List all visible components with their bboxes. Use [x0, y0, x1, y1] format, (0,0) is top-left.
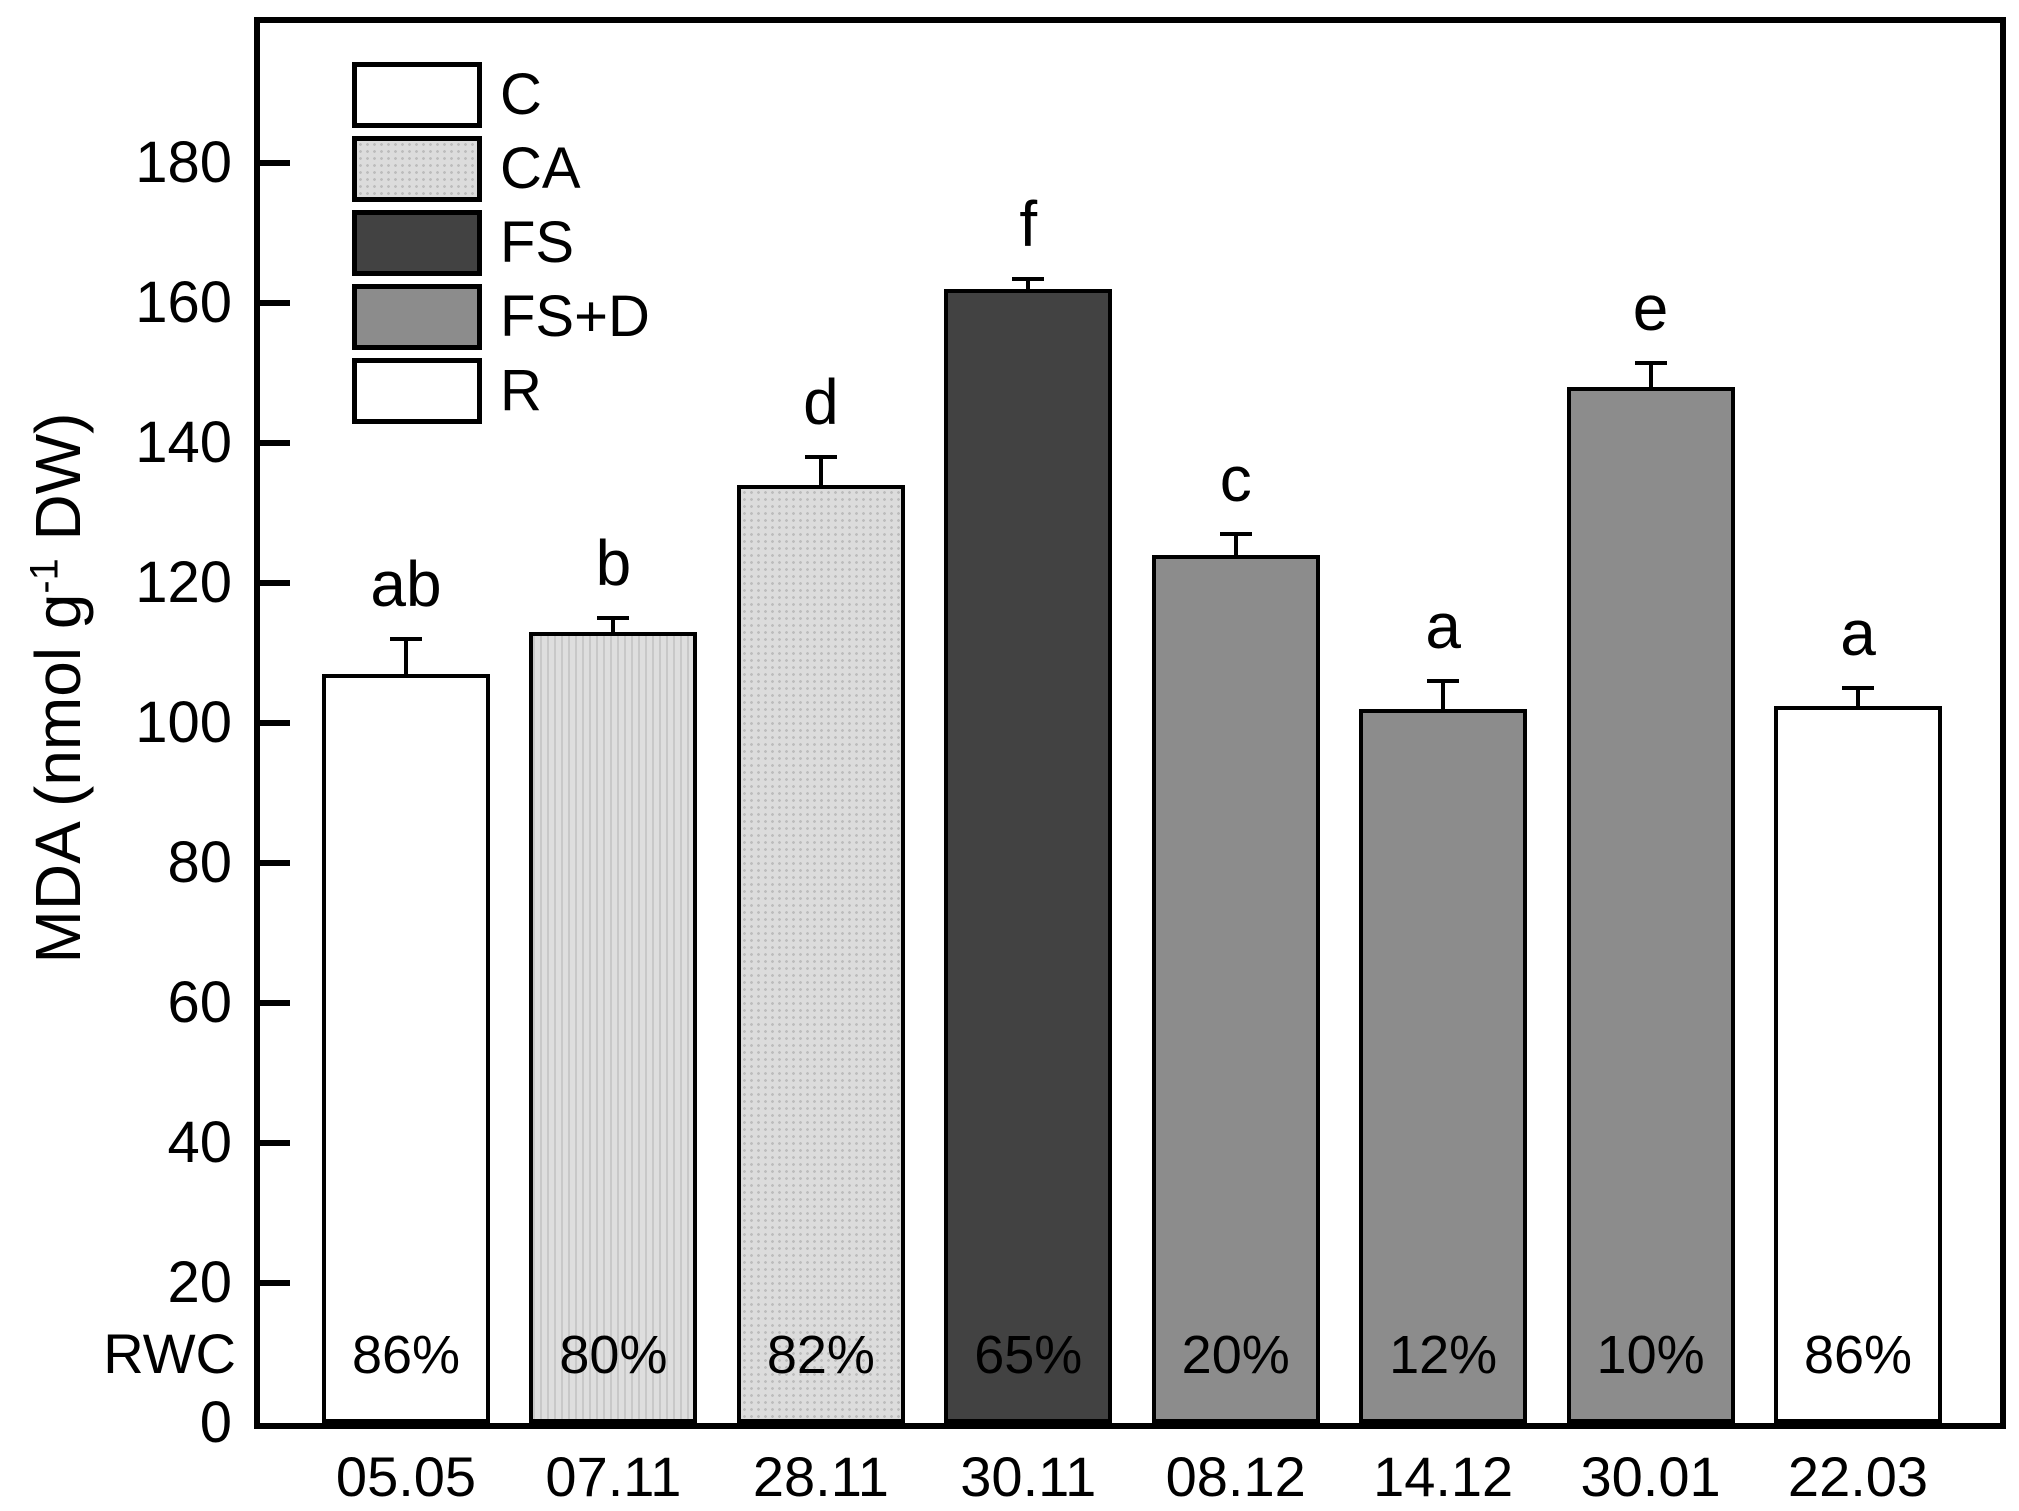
y-axis-tick-label: 120 — [135, 550, 232, 615]
rwc-value: 80% — [559, 1325, 668, 1385]
x-axis-label: 14.12 — [1373, 1445, 1514, 1508]
significance-letter: ab — [370, 548, 442, 620]
legend-row-ca: CA — [352, 136, 650, 202]
y-axis-tick — [260, 160, 290, 166]
error-bar-cap — [1634, 360, 1667, 365]
bar-fs+d-30.01 — [1566, 387, 1735, 1423]
significance-letter: a — [1840, 597, 1876, 669]
rwc-axis-label: RWC — [103, 1322, 236, 1385]
y-axis-tick-label: 160 — [135, 270, 232, 335]
legend-label-fs: FS — [500, 210, 575, 275]
x-axis-label: 30.11 — [960, 1445, 1097, 1508]
error-bar-cap — [390, 637, 422, 641]
y-axis-tick-label: 180 — [135, 130, 232, 195]
bar-fs-30.11 — [944, 289, 1113, 1423]
error-bar-line — [1856, 688, 1860, 706]
error-bar-cap — [597, 616, 630, 620]
bar-fs+d-14.12 — [1359, 709, 1528, 1423]
error-bar-line — [818, 457, 823, 485]
legend-row-fs: FS — [352, 210, 650, 276]
x-axis-label: 07.11 — [545, 1445, 682, 1508]
error-bar-line — [611, 618, 616, 632]
error-bar-line — [1441, 681, 1446, 709]
legend-label-c: C — [500, 62, 542, 127]
y-axis-tick-label: 0 — [199, 1390, 232, 1455]
y-axis-tick — [260, 300, 290, 306]
y-axis-tick-label: 140 — [135, 410, 232, 475]
bar-c-05.05 — [322, 674, 490, 1423]
legend-swatch-r — [352, 358, 482, 424]
x-axis-label: 08.12 — [1165, 1445, 1306, 1508]
legend-swatch-fs — [352, 210, 482, 276]
y-axis-tick — [260, 1280, 290, 1286]
y-axis-title-prefix: MDA (nmol g — [22, 593, 94, 964]
significance-letter: a — [1425, 590, 1461, 662]
bar-ca-28.11 — [736, 485, 905, 1423]
legend-swatch-c — [352, 62, 482, 128]
y-axis-tick-label: 80 — [167, 830, 232, 895]
y-axis-tick-label: 100 — [135, 690, 232, 755]
rwc-value: 86% — [1803, 1325, 1913, 1385]
rwc-value: 65% — [974, 1325, 1083, 1385]
y-axis-tick-label: 40 — [167, 1110, 232, 1175]
y-axis-tick — [260, 720, 290, 726]
x-axis-label: 30.01 — [1580, 1445, 1721, 1508]
legend-label-r: R — [500, 358, 542, 423]
error-bar-cap — [1842, 686, 1874, 690]
rwc-value: 82% — [766, 1325, 875, 1385]
legend-label-fs+d: FS+D — [500, 284, 650, 349]
x-axis-label: 22.03 — [1787, 1445, 1929, 1508]
y-axis-tick — [260, 1000, 290, 1006]
significance-letter: e — [1632, 271, 1669, 344]
error-bar-cap — [1219, 532, 1252, 536]
y-axis-tick — [260, 860, 290, 866]
y-axis-tick-label: 60 — [167, 970, 232, 1035]
y-axis-tick-label: 20 — [167, 1250, 232, 1315]
y-axis-tick — [260, 1140, 290, 1146]
legend-row-fs+d: FS+D — [352, 284, 650, 350]
bar-ca-07.11 — [529, 632, 698, 1423]
rwc-value: 10% — [1596, 1325, 1705, 1385]
error-bar-line — [1026, 278, 1031, 289]
significance-letter: c — [1219, 443, 1252, 515]
error-bar-line — [1233, 534, 1238, 555]
significance-letter: d — [803, 366, 839, 438]
x-axis-label: 28.11 — [752, 1445, 889, 1508]
significance-letter: b — [595, 527, 632, 599]
legend-label-ca: CA — [500, 136, 581, 201]
legend-row-r: R — [352, 358, 650, 424]
x-axis-label: 05.05 — [335, 1445, 477, 1508]
legend-swatch-fs+d — [352, 284, 482, 350]
legend: C CA FS FS+D R — [352, 62, 650, 424]
rwc-value: 12% — [1389, 1325, 1498, 1385]
error-bar-cap — [804, 455, 837, 459]
rwc-value: 86% — [351, 1325, 461, 1385]
error-bar-cap — [1427, 679, 1460, 683]
significance-letter: f — [1019, 187, 1038, 260]
rwc-value: 20% — [1181, 1325, 1290, 1385]
bar-r-22.03 — [1774, 705, 1942, 1423]
error-bar-line — [404, 639, 408, 674]
error-bar-cap — [1012, 276, 1045, 281]
y-axis-tick — [260, 580, 290, 586]
bar-fs+d-08.12 — [1151, 555, 1320, 1423]
legend-swatch-ca — [352, 136, 482, 202]
error-bar-line — [1648, 362, 1653, 387]
y-axis-tick — [260, 440, 290, 446]
legend-row-c: C — [352, 62, 650, 128]
